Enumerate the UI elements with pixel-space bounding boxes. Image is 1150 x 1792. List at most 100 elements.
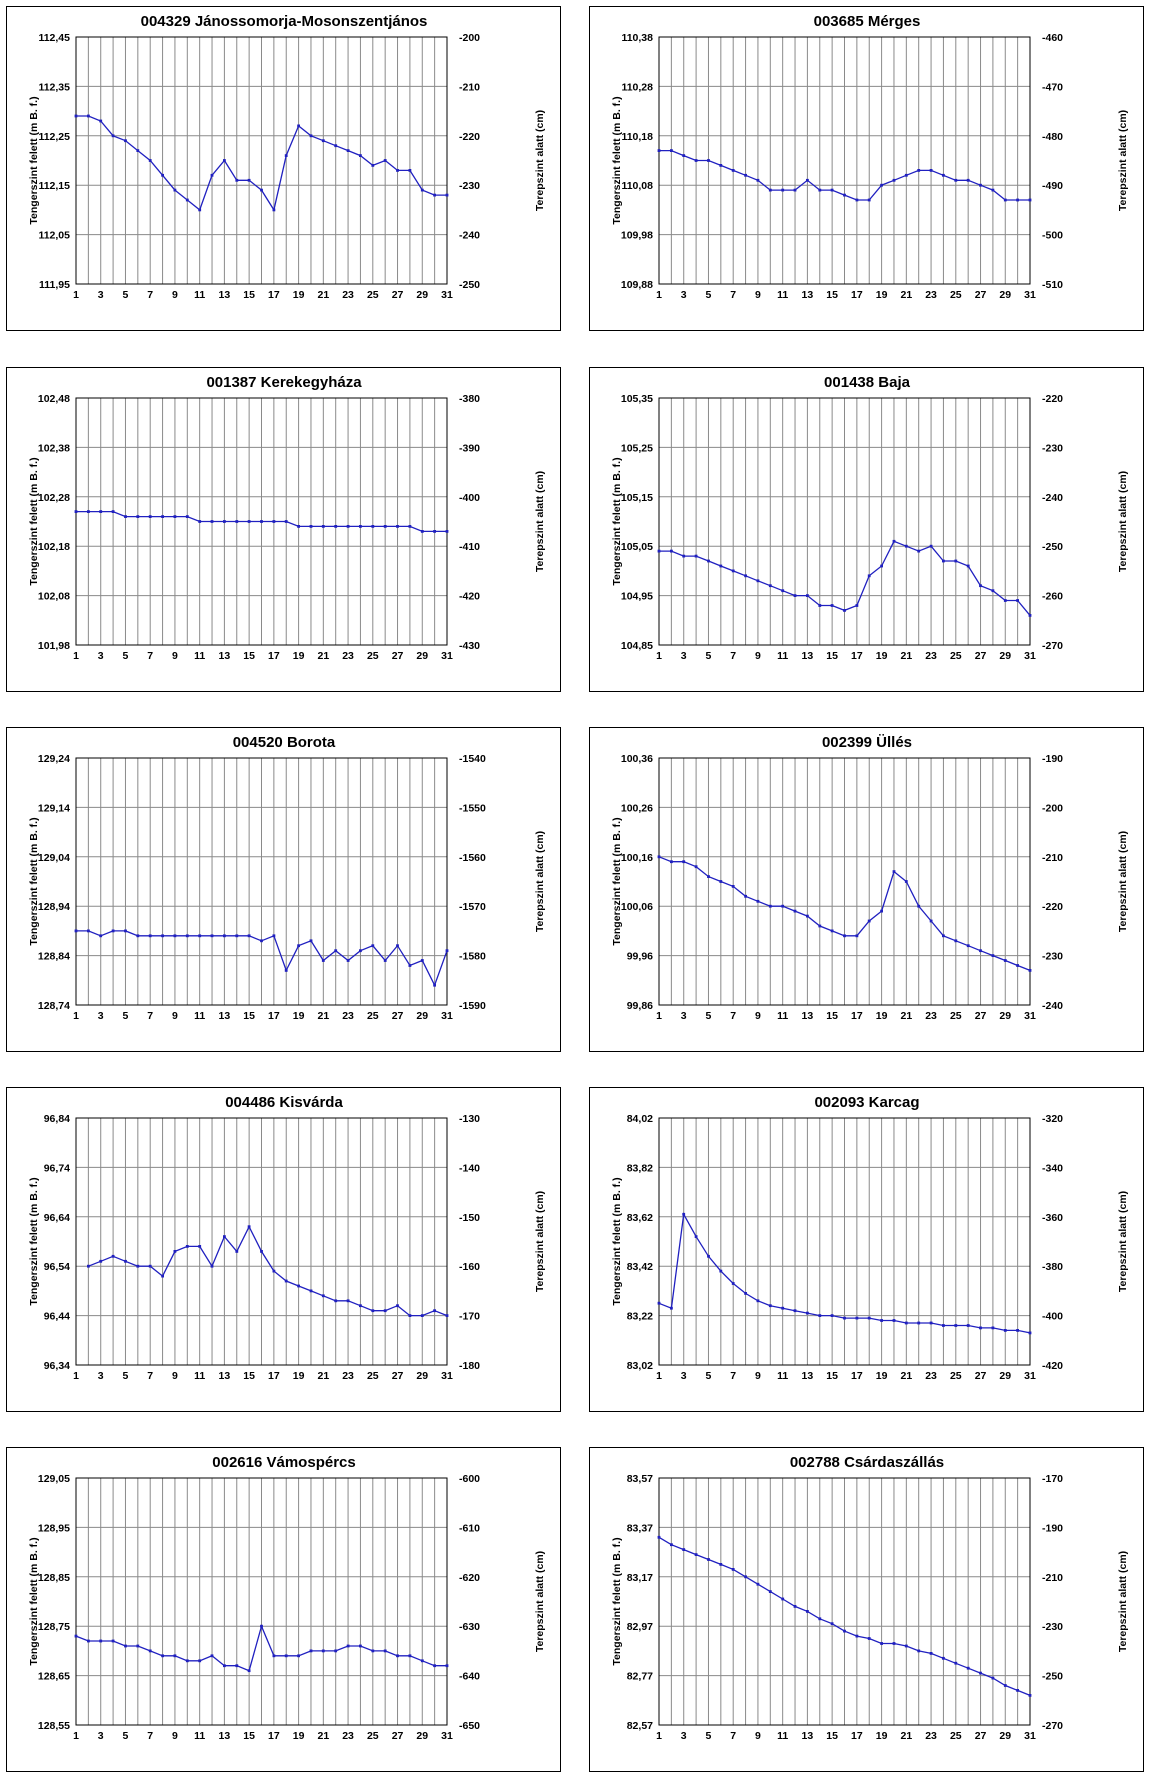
x-tick-label: 19 [293,1730,305,1742]
y2-axis-label: Terepszint alatt (cm) [534,110,546,211]
data-point [359,525,362,528]
x-tick-label: 21 [900,1010,912,1022]
y2-tick-label: -400 [459,492,480,504]
data-point [719,565,722,568]
x-tick-label: 11 [777,650,788,662]
x-tick-label: 15 [826,289,838,301]
y2-tick-label: -230 [459,180,480,192]
x-tick-label: 5 [123,289,129,301]
data-point [930,920,933,923]
data-point [285,969,288,972]
y-tick-label: 109,88 [621,279,653,291]
data-point [223,934,226,937]
x-tick-label: 11 [777,1370,788,1382]
data-point [297,1285,300,1288]
data-point [1004,199,1007,202]
y2-axis-label: Terepszint alatt (cm) [534,471,546,572]
data-point [334,1299,337,1302]
y2-tick-label: -340 [1042,1162,1063,1174]
data-point [658,550,661,553]
x-tick-label: 31 [441,289,453,301]
data-point [235,1250,238,1253]
data-point [334,144,337,147]
x-tick-label: 17 [268,289,280,301]
data-point [905,545,908,548]
x-tick-label: 1 [73,1370,79,1382]
x-tick-label: 25 [950,650,962,662]
data-point [174,1250,177,1253]
y-axis-label: Tengerszint felett (m B. f.) [611,96,623,224]
data-point [695,159,698,162]
data-point [979,949,982,952]
data-point [396,944,399,947]
data-point [396,1654,399,1657]
data-point [75,115,78,118]
x-tick-label: 7 [147,1370,153,1382]
x-tick-label: 9 [172,1370,178,1382]
data-point [260,520,263,523]
y2-tick-label: -320 [1042,1113,1063,1125]
x-tick-label: 25 [367,289,379,301]
data-point [285,1654,288,1657]
data-point [310,525,313,528]
data-point [670,1543,673,1546]
x-tick-label: 3 [681,1010,687,1022]
y2-tick-label: -130 [459,1113,480,1125]
data-point [198,1659,201,1662]
y2-tick-label: -470 [1042,81,1063,93]
y2-tick-label: -250 [1042,1671,1063,1683]
x-tick-label: 21 [317,1370,329,1382]
data-point [868,574,871,577]
x-tick-label: 23 [925,289,937,301]
x-tick-label: 27 [975,650,987,662]
data-point [248,520,251,523]
data-point [707,1255,710,1258]
x-tick-label: 29 [416,1010,428,1022]
y-tick-label: 102,38 [38,442,70,454]
x-tick-label: 29 [999,1730,1011,1742]
y2-tick-label: -380 [1042,1261,1063,1273]
data-point [136,934,139,937]
x-tick-label: 13 [219,1730,231,1742]
x-tick-label: 25 [950,289,962,301]
x-tick-label: 9 [172,650,178,662]
data-point [1029,1694,1032,1697]
data-point [979,584,982,587]
data-point [818,1617,821,1620]
data-point [124,515,127,518]
data-point [371,1650,374,1653]
data-point [223,159,226,162]
y2-axis-label: Terepszint alatt (cm) [1117,1551,1129,1652]
data-point [818,189,821,192]
x-tick-label: 7 [730,650,736,662]
x-tick-label: 7 [730,1370,736,1382]
data-point [359,949,362,952]
x-tick-label: 15 [826,650,838,662]
data-point [260,1250,263,1253]
data-point [396,1304,399,1307]
data-point [744,574,747,577]
data-point [174,189,177,192]
data-point [880,1642,883,1645]
x-tick-label: 7 [730,1730,736,1742]
data-point [235,520,238,523]
data-point [967,1324,970,1327]
y-tick-label: 110,38 [621,32,653,44]
x-tick-label: 11 [194,650,205,662]
data-point [99,510,102,513]
y-tick-label: 82,57 [627,1720,653,1732]
data-point [310,1650,313,1653]
x-tick-label: 5 [123,1730,129,1742]
data-point [880,910,883,913]
data-point [297,944,300,947]
y2-tick-label: -230 [1042,1621,1063,1633]
data-point [174,515,177,518]
data-point [954,1324,957,1327]
data-point [322,1294,325,1297]
y-tick-label: 100,26 [621,802,653,814]
data-point [794,910,797,913]
data-point [868,199,871,202]
x-tick-label: 11 [194,1730,205,1742]
x-tick-label: 19 [876,650,888,662]
y-tick-label: 128,65 [38,1671,70,1683]
